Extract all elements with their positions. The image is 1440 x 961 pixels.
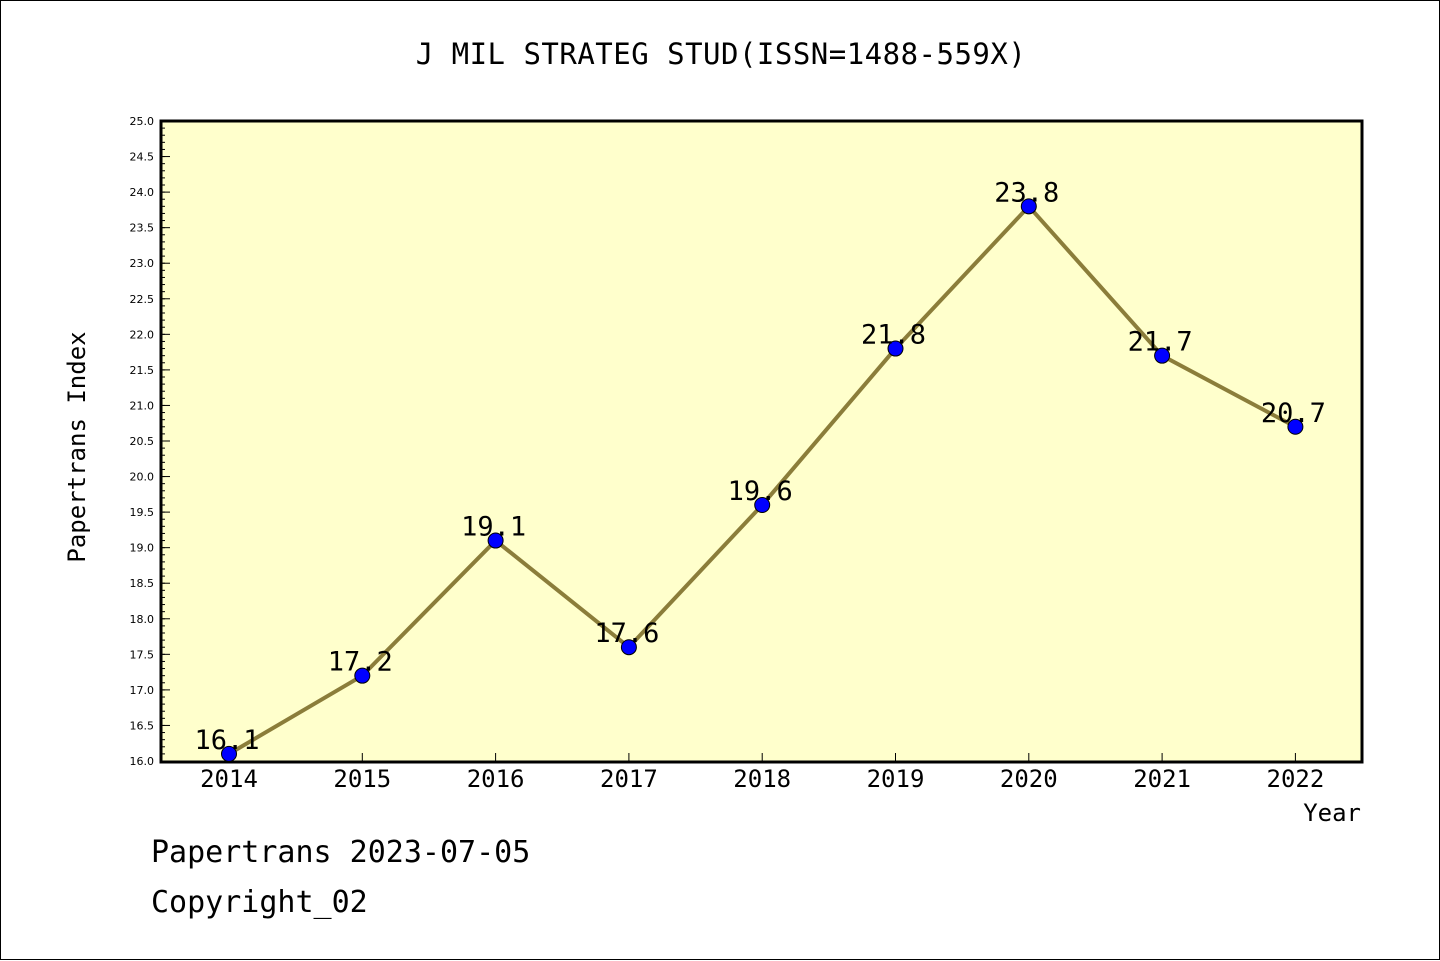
data-point [487,532,504,549]
data-label: 23.8 [994,177,1059,208]
x-tick-label: 2016 [467,765,525,793]
y-tick-label: 21.0 [130,399,155,412]
data-label: 19.1 [461,512,526,543]
y-tick-label: 24.0 [130,186,155,199]
y-tick-label: 17.5 [130,648,155,661]
x-tick-label: 2019 [867,765,925,793]
chart-title: J MIL STRATEG STUD(ISSN=1488-559X) [415,37,1027,71]
data-label: 17.2 [328,647,393,678]
y-tick-label: 22.0 [130,328,155,341]
data-label: 21.7 [1128,327,1193,358]
x-tick-label: 2014 [200,765,258,793]
data-point [1287,418,1304,435]
y-tick-label: 17.0 [130,684,155,697]
data-label: 19.6 [728,476,793,507]
y-tick-label: 16.5 [130,719,155,732]
x-tick-label: 2018 [733,765,791,793]
data-point [1154,347,1171,364]
y-tick-label: 24.5 [130,151,155,164]
data-point [221,745,237,762]
y-tick-label: 16.0 [130,755,155,768]
footer-date: Papertrans 2023-07-05 [151,835,531,870]
data-label: 21.8 [861,320,926,351]
data-point [887,340,904,357]
x-tick-label: 2022 [1267,765,1325,793]
y-tick-label: 20.5 [130,435,155,448]
y-tick-label: 19.5 [130,506,155,519]
data-labels: 16.1 17.2 19.1 17.6 19.6 21.8 23.8 21.7 20.7 [194,177,1325,756]
series-markers [221,198,1304,762]
data-point [754,497,771,513]
data-label: 20.7 [1261,398,1326,429]
y-tick-label: 23.0 [130,257,155,270]
data-point [1020,198,1037,215]
y-tick-label: 22.5 [130,293,155,306]
x-axis-label: Year [1303,799,1361,827]
data-label: 17.6 [594,618,659,649]
x-tick-label: 2017 [600,765,658,793]
x-tick-label: 2021 [1133,765,1191,793]
y-axis-label: Papertrans Index [63,331,91,562]
plot-area [159,119,1364,764]
footer-copyright: Copyright_02 [151,885,368,920]
y-tick-label: 18.5 [130,577,155,590]
x-axis-ticks: 2014 2015 2016 2017 2018 2019 2020 2021 2022 [200,753,1324,793]
y-tick-label: 18.0 [130,613,155,626]
y-tick-label: 21.5 [130,364,155,377]
y-tick-label: 25.0 [130,115,155,128]
data-point [354,667,371,684]
data-label: 16.1 [194,725,259,756]
y-tick-label: 20.0 [130,471,155,484]
y-tick-label: 23.5 [130,222,155,235]
y-axis-ticks: 16.0 16.5 17.0 17.5 18.0 18.5 19.0 19.5 20.0 20.5… [130,115,170,768]
x-tick-label: 2015 [333,765,391,793]
data-point [620,639,637,656]
y-tick-label: 19.0 [130,542,155,555]
x-tick-label: 2020 [1000,765,1058,793]
